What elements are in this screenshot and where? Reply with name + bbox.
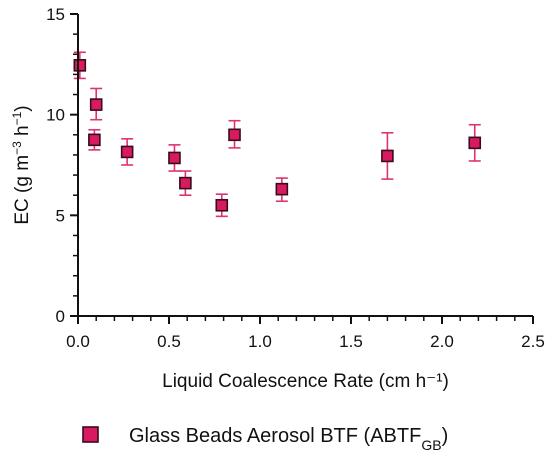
square-marker bbox=[228, 128, 241, 142]
x-tick-label: 1.0 bbox=[248, 332, 272, 351]
square-marker bbox=[168, 151, 181, 165]
data-point bbox=[275, 177, 289, 203]
square-marker bbox=[73, 59, 87, 72]
legend: Glass Beads Aerosol BTF (ABTFGB) bbox=[82, 425, 448, 453]
x-axis-title: Liquid Coalescence Rate (cm h⁻¹) bbox=[162, 371, 449, 392]
data-point bbox=[228, 119, 241, 149]
data-point bbox=[468, 123, 482, 162]
y-axis-title-sup1: −3 bbox=[10, 141, 24, 155]
data-point bbox=[381, 131, 394, 180]
y-tick-label: 0 bbox=[56, 307, 65, 326]
x-tick-label: 0.5 bbox=[157, 332, 181, 351]
x-tick-label: 1.5 bbox=[339, 332, 363, 351]
data-point bbox=[88, 128, 101, 151]
data-point bbox=[215, 193, 229, 218]
legend-label-suffix: ) bbox=[442, 425, 449, 447]
legend-label-main: Glass Beads Aerosol BTF (ABTF bbox=[129, 425, 421, 447]
plot-area bbox=[73, 51, 482, 218]
y-axis-title: EC (g m−3 h−1) bbox=[10, 105, 33, 224]
square-marker bbox=[88, 133, 101, 147]
y-axis-ticks: 0 5 10 15 bbox=[46, 5, 78, 326]
data-point bbox=[179, 170, 192, 196]
y-tick-label: 10 bbox=[46, 106, 65, 125]
x-tick-label: 2.0 bbox=[430, 332, 454, 351]
y-axis-title-end: ) bbox=[12, 105, 33, 111]
axes: 0 5 10 15 0.0 0.5 1.0 1.5 2.0 2.5 bbox=[46, 5, 545, 351]
x-axis-ticks: 0.0 0.5 1.0 1.5 2.0 2.5 bbox=[66, 316, 545, 351]
x-tick-label: 2.5 bbox=[521, 332, 545, 351]
x-tick-label: 0.0 bbox=[66, 332, 90, 351]
y-axis-title-base: EC (g m bbox=[12, 155, 33, 225]
y-tick-label: 15 bbox=[46, 5, 65, 24]
data-point bbox=[73, 51, 87, 80]
legend-label: Glass Beads Aerosol BTF (ABTFGB) bbox=[129, 425, 448, 453]
data-point bbox=[89, 87, 103, 121]
square-marker bbox=[275, 182, 289, 196]
square-marker bbox=[89, 98, 103, 111]
square-marker bbox=[120, 145, 134, 159]
legend-label-subscript: GB bbox=[421, 437, 441, 453]
legend-marker bbox=[82, 426, 99, 443]
square-marker bbox=[468, 136, 482, 150]
y-tick-label: 5 bbox=[56, 206, 65, 225]
data-point bbox=[168, 144, 181, 172]
square-marker bbox=[381, 149, 394, 163]
square-marker bbox=[179, 176, 192, 190]
data-point bbox=[120, 138, 134, 166]
square-marker bbox=[215, 198, 229, 212]
y-axis-title-mid: h bbox=[12, 125, 33, 141]
y-axis-title-sup2: −1 bbox=[10, 111, 24, 125]
